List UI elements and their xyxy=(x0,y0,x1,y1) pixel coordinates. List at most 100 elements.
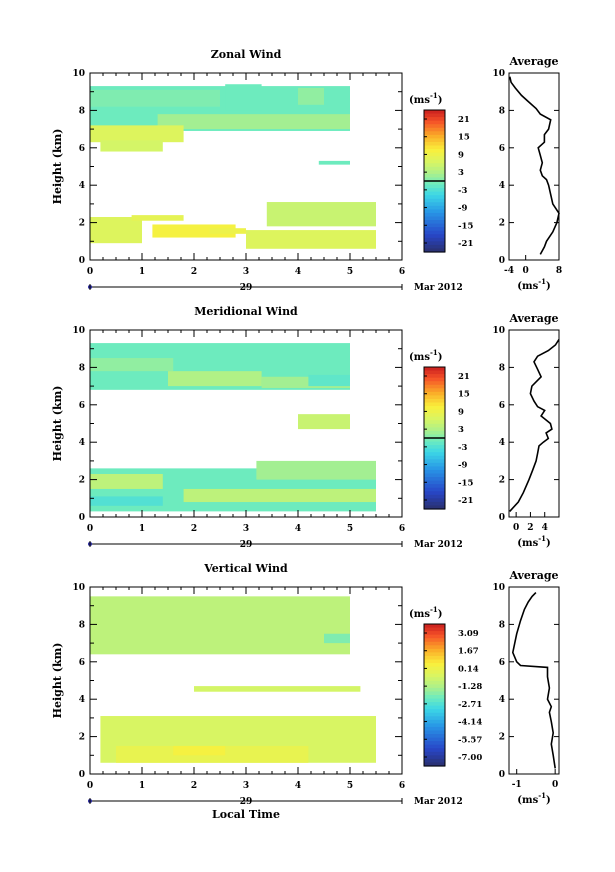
colorbar-unit-main: (ms xyxy=(409,352,430,363)
colorbar-swatch xyxy=(424,145,445,150)
heatmap-region xyxy=(308,374,350,387)
colorbar-swatch xyxy=(424,423,445,428)
colorbar-swatch xyxy=(424,673,445,678)
heatmap-region xyxy=(90,216,142,244)
profile-x-tick-label: 0 xyxy=(552,780,558,790)
colorbar-swatch xyxy=(424,205,445,210)
date-month-label: Mar 2012 xyxy=(414,540,463,550)
colorbar-swatch xyxy=(424,441,445,446)
profile-y-tick-label: 2 xyxy=(499,476,505,486)
profile-x-label-main: (ms xyxy=(517,795,538,806)
colorbar-label: -4.14 xyxy=(458,718,482,728)
colorbar-swatch xyxy=(424,170,445,175)
x-tick-label: 6 xyxy=(399,267,405,277)
profile-x-tick-label: 0 xyxy=(523,266,529,276)
profile-title: Average xyxy=(508,569,558,582)
vertical-wind-panel: Vertical Wind 0 2 4 6 8 10 0 1 2 3 4 5 6 Height (km) 29… xyxy=(51,562,560,821)
colorbar-swatch xyxy=(424,388,445,393)
profile-x-label: (ms-1) xyxy=(517,791,550,806)
y-tick-label: 0 xyxy=(79,513,85,523)
colorbar-label: 3 xyxy=(458,425,464,435)
profile-x-label-main: (ms xyxy=(517,281,538,292)
heatmap-region xyxy=(318,160,350,165)
panel-title: Zonal Wind xyxy=(211,48,282,61)
colorbar-swatch xyxy=(424,181,445,186)
colorbar-swatch xyxy=(424,163,445,168)
heatmap-region xyxy=(324,633,350,644)
x-tick-label: 2 xyxy=(191,267,197,277)
y-tick-label: 4 xyxy=(79,181,85,191)
heatmap-region xyxy=(173,745,226,756)
x-tick-label: 4 xyxy=(295,781,301,791)
heatmap-region xyxy=(298,414,350,430)
colorbar-label: -7.00 xyxy=(458,753,482,763)
x-tick-label: 6 xyxy=(399,781,405,791)
profile-frame xyxy=(508,72,560,261)
colorbar-swatch xyxy=(424,141,445,147)
heatmap-region xyxy=(225,84,262,111)
colorbar-swatch xyxy=(424,677,445,682)
colorbar-label: 3.09 xyxy=(458,629,479,639)
colorbar-swatch xyxy=(424,695,445,700)
colorbar-swatch xyxy=(424,719,445,724)
x-tick-label: 5 xyxy=(347,781,353,791)
profile-y-tick-label: 8 xyxy=(499,363,505,373)
colorbar-swatch xyxy=(424,659,445,664)
colorbar-label: 15 xyxy=(458,390,470,400)
colorbar-unit-close: ) xyxy=(438,609,443,620)
y-axis-label: Height (km) xyxy=(51,643,64,719)
colorbar-swatch xyxy=(424,702,445,707)
date-month-label: Mar 2012 xyxy=(414,283,463,293)
colorbar-swatch xyxy=(424,455,445,460)
heatmap-region xyxy=(256,460,376,480)
colorbar-swatch xyxy=(424,666,445,671)
colorbar-swatch xyxy=(424,484,445,489)
profile-y-tick-label: 8 xyxy=(499,106,505,116)
y-tick-label: 8 xyxy=(79,620,85,630)
profile-frame xyxy=(508,329,560,518)
profile-x-label-close: ) xyxy=(546,538,551,549)
profile-y-tick-label: 10 xyxy=(492,69,505,79)
profile-x-label-main: (ms xyxy=(517,538,538,549)
profile-y-tick-label: 2 xyxy=(499,219,505,229)
x-tick-label: 5 xyxy=(347,524,353,534)
colorbar-swatch xyxy=(424,413,445,418)
colorbar-swatch xyxy=(424,198,445,203)
date-day-label: 29 xyxy=(240,797,253,807)
colorbar-label: 1.67 xyxy=(458,647,479,657)
colorbar-swatch xyxy=(424,220,445,225)
colorbar-swatch xyxy=(424,645,445,650)
colorbar-swatch xyxy=(424,491,445,496)
x-tick-label: 3 xyxy=(243,781,249,791)
colorbar-swatch xyxy=(424,188,445,193)
colorbar-swatch xyxy=(424,427,445,432)
x-tick-label: 1 xyxy=(139,267,145,277)
colorbar-swatch xyxy=(424,177,445,182)
profile-x-tick-label: 8 xyxy=(556,266,562,276)
y-tick-label: 10 xyxy=(72,69,85,79)
colorbar-swatch xyxy=(424,234,445,239)
colorbar-swatch xyxy=(424,680,445,685)
heatmap-region xyxy=(90,496,163,506)
y-tick-label: 6 xyxy=(79,144,85,154)
colorbar-swatch xyxy=(424,438,445,443)
colorbar-swatch xyxy=(424,487,445,492)
heatmap-region xyxy=(90,125,184,143)
heatmap-region xyxy=(90,89,220,107)
profile-y-tick-label: 4 xyxy=(499,438,505,448)
colorbar-unit-exp: -1 xyxy=(430,605,438,614)
colorbar-unit-main: (ms xyxy=(409,609,430,620)
profile-curve xyxy=(509,338,560,512)
x-tick-label: 0 xyxy=(87,781,93,791)
colorbar-unit-close: ) xyxy=(438,352,443,363)
x-tick-label: 2 xyxy=(191,524,197,534)
heatmap-region xyxy=(261,376,350,388)
date-day-label: 29 xyxy=(240,540,253,550)
colorbar-swatch xyxy=(424,498,445,503)
colorbar-swatch xyxy=(424,737,445,742)
colorbar-label: -21 xyxy=(458,239,473,249)
profile-x-label: (ms-1) xyxy=(517,534,550,549)
colorbar-swatch xyxy=(424,159,445,164)
colorbar-swatch xyxy=(424,237,445,242)
x-tick-label: 1 xyxy=(139,781,145,791)
